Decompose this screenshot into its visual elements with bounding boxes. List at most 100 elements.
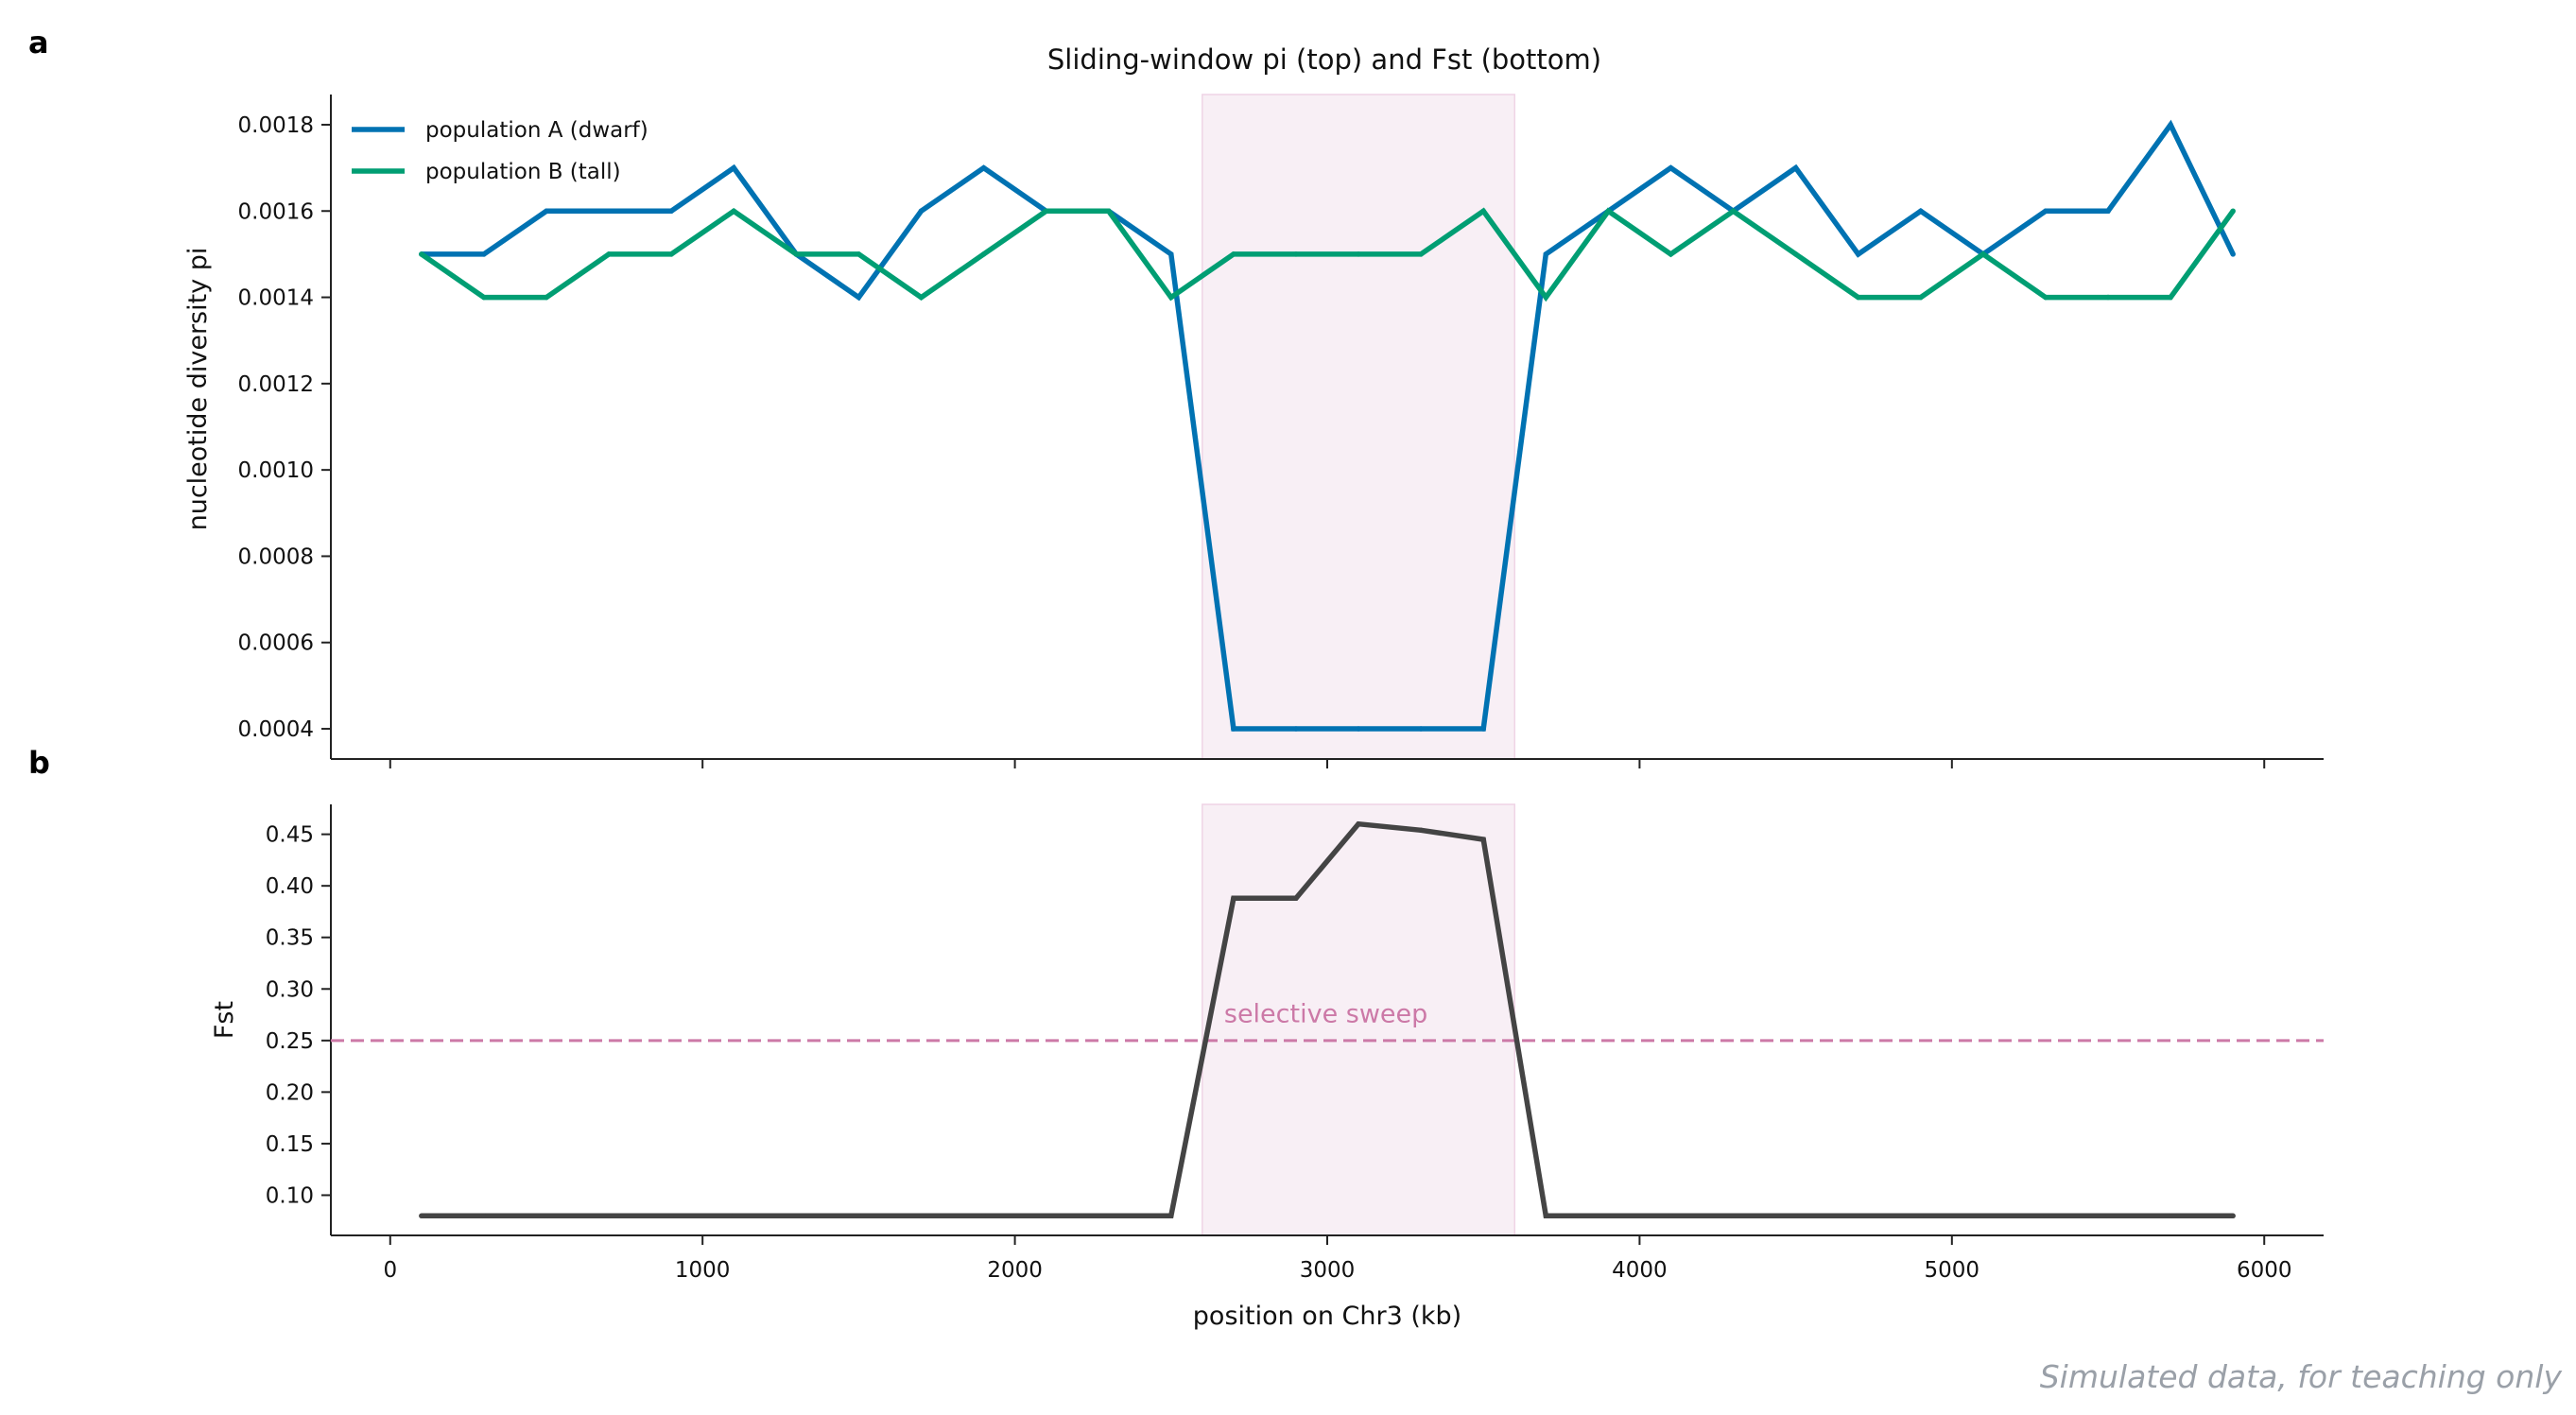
data-point (1855, 1213, 1861, 1219)
y-axis-label: nucleotide diversity pi (183, 248, 213, 531)
data-point (1605, 208, 1612, 215)
data-point (731, 1213, 736, 1219)
y-tick-label: 0.10 (266, 1183, 314, 1208)
legend-label-population-a: population A (dwarf) (425, 118, 648, 143)
y-axis-ticks: 0.10 0.15 0.20 0.25 0.30 0.35 0.40 0.45 (266, 823, 331, 1208)
y-tick-label: 0.20 (266, 1080, 314, 1105)
y-tick-label: 0.0004 (238, 717, 314, 742)
y-tick-label: 0.0016 (238, 199, 314, 224)
y-tick-label: 0.0006 (238, 631, 314, 656)
data-point (2105, 294, 2111, 301)
data-point (1480, 208, 1486, 215)
y-tick-label: 0.45 (266, 823, 314, 848)
data-point (1730, 1213, 1737, 1219)
legend-label-population-b: population B (tall) (425, 160, 621, 184)
data-point (918, 294, 925, 301)
data-point (980, 1213, 987, 1219)
x-axis-ticks (389, 759, 2266, 768)
fst-panel: 0.10 0.15 0.20 0.25 0.30 0.35 0.40 0.45 0 1000 20… (210, 803, 2324, 1331)
panel-label-a: a (28, 25, 49, 60)
y-axis-ticks: 0.0004 0.0006 0.0008 0.0010 0.0012 0.0014 0.00… (238, 113, 331, 742)
data-point (2105, 1213, 2111, 1219)
y-tick-label: 0.0018 (238, 113, 314, 138)
data-point (1418, 726, 1424, 732)
data-point (668, 1213, 674, 1219)
data-point (2043, 294, 2049, 301)
data-point (980, 164, 987, 171)
data-point (1980, 251, 1986, 257)
data-point (481, 1213, 487, 1219)
data-point (1980, 1213, 1986, 1219)
data-point (2105, 208, 2111, 215)
series-line-1 (421, 820, 2234, 1219)
data-point (856, 251, 862, 257)
sweep-highlight-region (1202, 94, 1515, 760)
y-axis-label: Fst (210, 1001, 239, 1039)
data-point (481, 294, 487, 301)
x-tick-label: 0 (383, 1258, 397, 1283)
data-point (918, 208, 925, 215)
y-tick-label: 0.0008 (238, 544, 314, 569)
data-point (1668, 164, 1674, 171)
data-point (1918, 294, 1924, 301)
data-point (419, 251, 424, 257)
x-tick-label: 2000 (987, 1258, 1043, 1283)
x-axis-ticks: 0 1000 2000 3000 4000 5000 6000 (383, 1235, 2291, 1283)
data-point (606, 251, 612, 257)
data-point (1043, 208, 1049, 215)
panel-label-b: b (28, 745, 50, 781)
data-point (606, 1213, 612, 1219)
fst-series-line (419, 820, 2236, 1219)
data-point (1792, 251, 1799, 257)
data-point (1231, 895, 1236, 902)
data-point (2168, 294, 2173, 301)
data-point (1231, 251, 1236, 257)
y-tick-label: 0.40 (266, 874, 314, 899)
data-point (731, 164, 736, 171)
data-point (1168, 1213, 1174, 1219)
data-point (2043, 208, 2049, 215)
series-points-1 (419, 820, 2236, 1219)
y-tick-label: 0.0010 (238, 458, 314, 483)
pi-series-lines (419, 119, 2236, 732)
data-point (1293, 251, 1299, 257)
data-point (1792, 1213, 1799, 1219)
data-point (1356, 820, 1361, 827)
data-point (1543, 294, 1549, 301)
data-point (2168, 1213, 2173, 1219)
data-point (1293, 726, 1299, 732)
data-point (1730, 208, 1737, 215)
data-point (1105, 208, 1112, 215)
pi-panel: 0.0004 0.0006 0.0008 0.0010 0.0012 0.0014 0.00… (183, 94, 2324, 768)
data-point (918, 1213, 925, 1219)
data-point (1231, 726, 1236, 732)
y-tick-label: 0.0012 (238, 372, 314, 397)
data-point (1168, 251, 1174, 257)
data-point (1668, 251, 1674, 257)
data-point (731, 208, 736, 215)
y-tick-label: 0.25 (266, 1029, 314, 1054)
data-point (856, 1213, 862, 1219)
data-point (1792, 164, 1799, 171)
x-tick-label: 6000 (2237, 1258, 2292, 1283)
sweep-annotation: selective sweep (1224, 999, 1427, 1028)
data-point (793, 251, 800, 257)
x-tick-label: 4000 (1612, 1258, 1668, 1283)
legend: population A (dwarf) population B (tall) (352, 118, 648, 184)
y-tick-label: 0.35 (266, 926, 314, 951)
data-point (606, 208, 612, 215)
data-point (668, 208, 674, 215)
x-tick-label: 3000 (1300, 1258, 1356, 1283)
data-point (668, 251, 674, 257)
series-points-2 (419, 208, 2236, 301)
data-point (1418, 251, 1424, 257)
y-tick-label: 0.0014 (238, 286, 314, 311)
data-point (1480, 726, 1486, 732)
x-axis-label: position on Chr3 (kb) (1193, 1302, 1461, 1331)
sweep-highlight-region (1202, 803, 1515, 1236)
data-point (1293, 895, 1299, 902)
data-point (2043, 1213, 2049, 1219)
data-point (419, 1213, 424, 1219)
data-point (1356, 251, 1361, 257)
